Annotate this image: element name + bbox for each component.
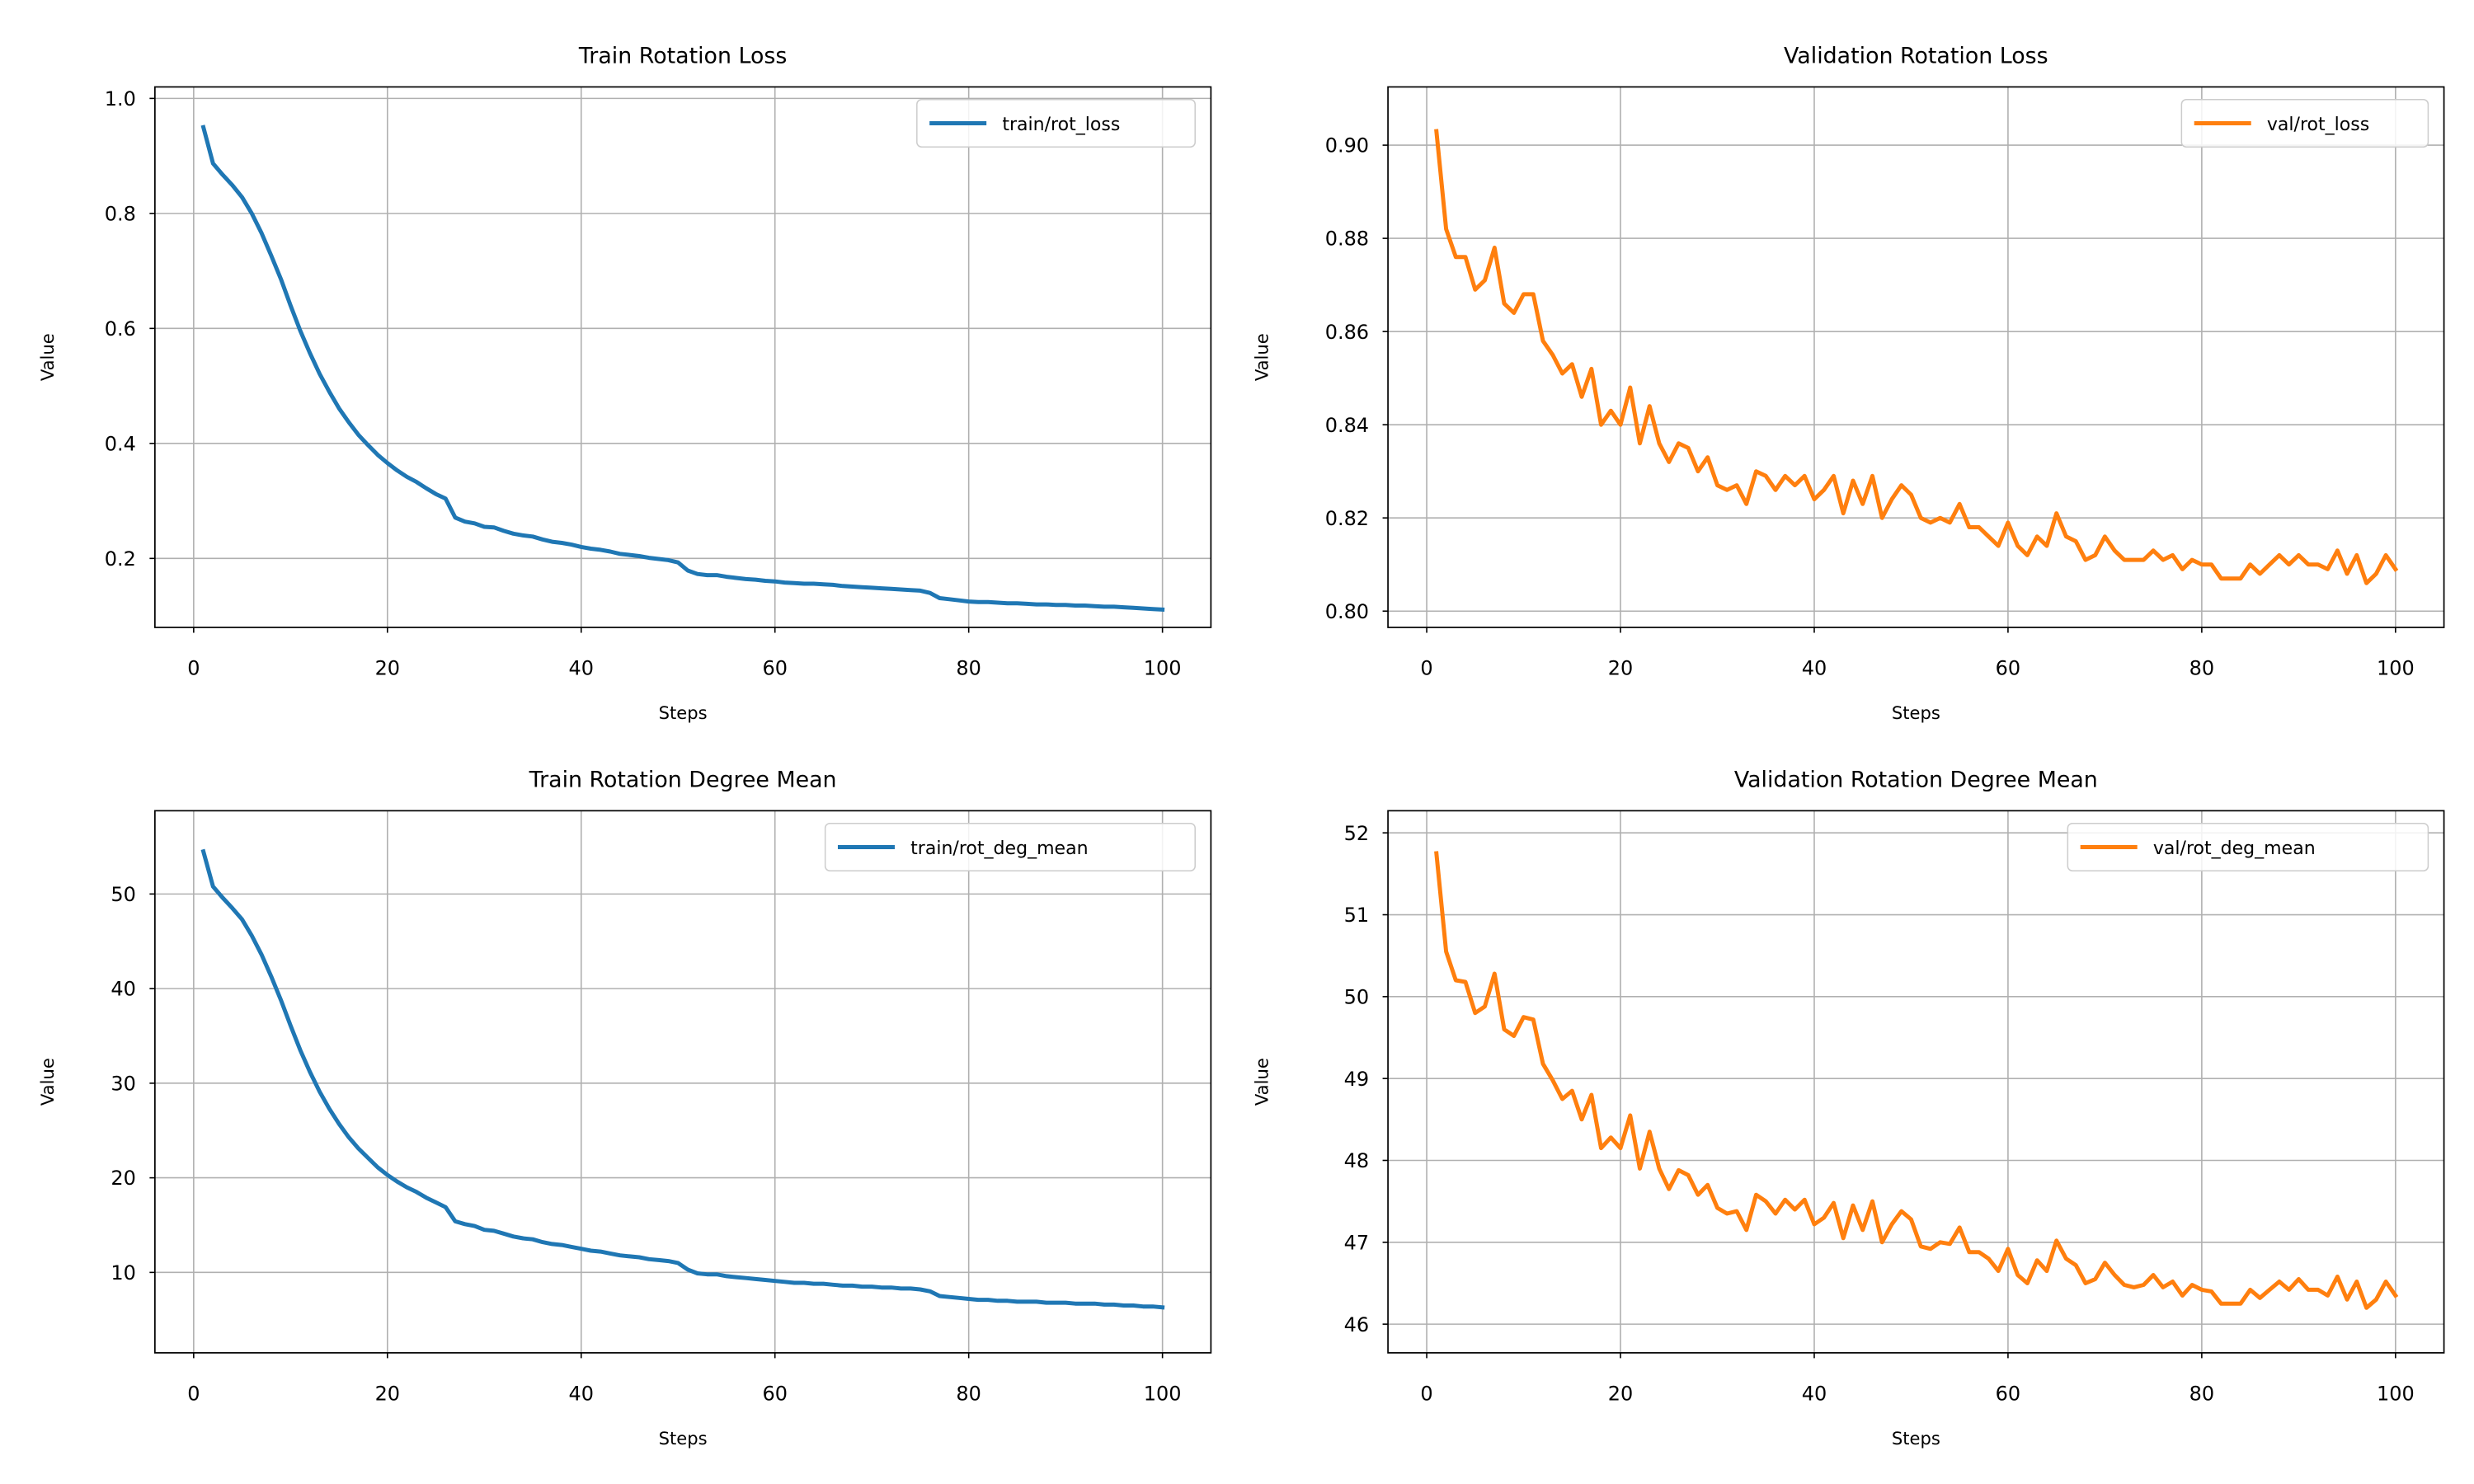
y-tick-label: 50 [111,883,135,906]
legend-box [916,99,1196,148]
y-tick-label: 40 [111,978,135,1001]
chart-title: Validation Rotation Loss [1784,44,2048,69]
legend-label: train/rot_loss [1002,115,1120,135]
chart-panel: 0 20 40 60 80 100 0.2 0.4 0.6 0.8 1.0 Train Rotatio… [37,44,1212,723]
legend-label: train/rot_deg_mean [910,838,1088,859]
y-tick-label: 0.82 [1325,507,1369,530]
y-tick-label: 52 [1344,822,1369,845]
legend-box [2180,99,2429,148]
y-tick-label: 0.8 [105,202,136,225]
y-axis-label: Value [37,1058,58,1106]
legend-box [824,822,1196,871]
legend-box [2067,822,2429,871]
y-tick-label: 0.6 [105,317,136,340]
series-line [200,124,1165,613]
y-tick-label: 46 [1344,1313,1369,1336]
y-tick-label: 0.84 [1325,414,1369,437]
y-tick-label: 0.88 [1325,228,1369,251]
y-axis-label: Value [1251,333,1272,381]
x-tick-label: 100 [2377,657,2415,680]
x-tick-label: 100 [1144,1382,1182,1405]
x-tick-label: 80 [2189,657,2214,680]
x-tick-label: 80 [956,657,981,680]
x-tick-label: 40 [569,657,594,680]
x-tick-label: 60 [1996,657,2020,680]
x-tick-label: 0 [1420,657,1432,680]
plot-frame [154,810,1212,1354]
x-tick-label: 80 [2189,1382,2214,1405]
x-tick-label: 40 [569,1382,594,1405]
legend: train/rot_deg_mean [824,822,1196,871]
y-tick-label: 0.2 [105,547,136,571]
y-tick-label: 47 [1344,1231,1369,1254]
series-line [200,848,1165,1310]
y-tick-label: 10 [111,1261,135,1284]
x-tick-label: 20 [1608,1382,1633,1405]
y-tick-label: 50 [1344,985,1369,1008]
x-tick-label: 0 [187,1382,200,1405]
x-tick-label: 20 [375,657,400,680]
series-line [1434,851,2399,1310]
x-tick-label: 100 [2377,1382,2415,1405]
x-tick-label: 40 [1802,1382,1827,1405]
x-tick-label: 20 [375,1382,400,1405]
plot-frame [154,86,1212,628]
y-tick-label: 49 [1344,1068,1369,1091]
x-tick-label: 20 [1608,657,1633,680]
legend-label: val/rot_deg_mean [2153,838,2316,859]
plot-frame [1387,86,2445,628]
y-tick-label: 51 [1344,904,1369,927]
chart-title: Train Rotation Degree Mean [529,768,837,793]
plot-frame [1387,810,2445,1354]
y-tick-label: 48 [1344,1149,1369,1172]
legend: val/rot_deg_mean [2067,822,2429,871]
chart-title: Train Rotation Loss [578,44,787,69]
chart-title: Validation Rotation Degree Mean [1734,768,2098,793]
chart-panel: 0 20 40 60 80 100 0.80 0.82 0.84 0.86 0.88 0.90 Vali… [1251,44,2445,723]
y-tick-label: 0.90 [1325,134,1369,157]
series-line [1434,129,2399,585]
x-axis-label: Steps [1892,1428,1940,1449]
chart-panel: 0 20 40 60 80 100 46 47 48 49 50 51 52 Validation Rot… [1251,768,2445,1449]
x-tick-label: 80 [956,1382,981,1405]
legend: train/rot_loss [916,99,1196,148]
y-tick-label: 20 [111,1167,135,1190]
y-tick-label: 30 [111,1072,135,1095]
x-tick-label: 60 [762,657,787,680]
x-tick-label: 40 [1802,657,1827,680]
legend: val/rot_loss [2180,99,2429,148]
y-tick-label: 0.80 [1325,600,1369,623]
legend-label: val/rot_loss [2267,115,2369,135]
x-tick-label: 0 [1420,1382,1432,1405]
y-axis-label: Value [37,333,58,381]
x-tick-label: 0 [187,657,200,680]
y-tick-label: 0.4 [105,432,136,455]
x-tick-label: 100 [1144,657,1182,680]
x-tick-label: 60 [762,1382,787,1405]
x-axis-label: Steps [659,702,708,723]
x-tick-label: 60 [1996,1382,2020,1405]
x-axis-label: Steps [659,1428,708,1449]
x-axis-label: Steps [1892,702,1940,723]
chart-panel: 0 20 40 60 80 100 10 20 30 40 50 Train Rotation Deg… [37,768,1212,1449]
y-tick-label: 0.86 [1325,321,1369,344]
y-tick-label: 1.0 [105,87,136,110]
y-axis-label: Value [1251,1058,1272,1106]
